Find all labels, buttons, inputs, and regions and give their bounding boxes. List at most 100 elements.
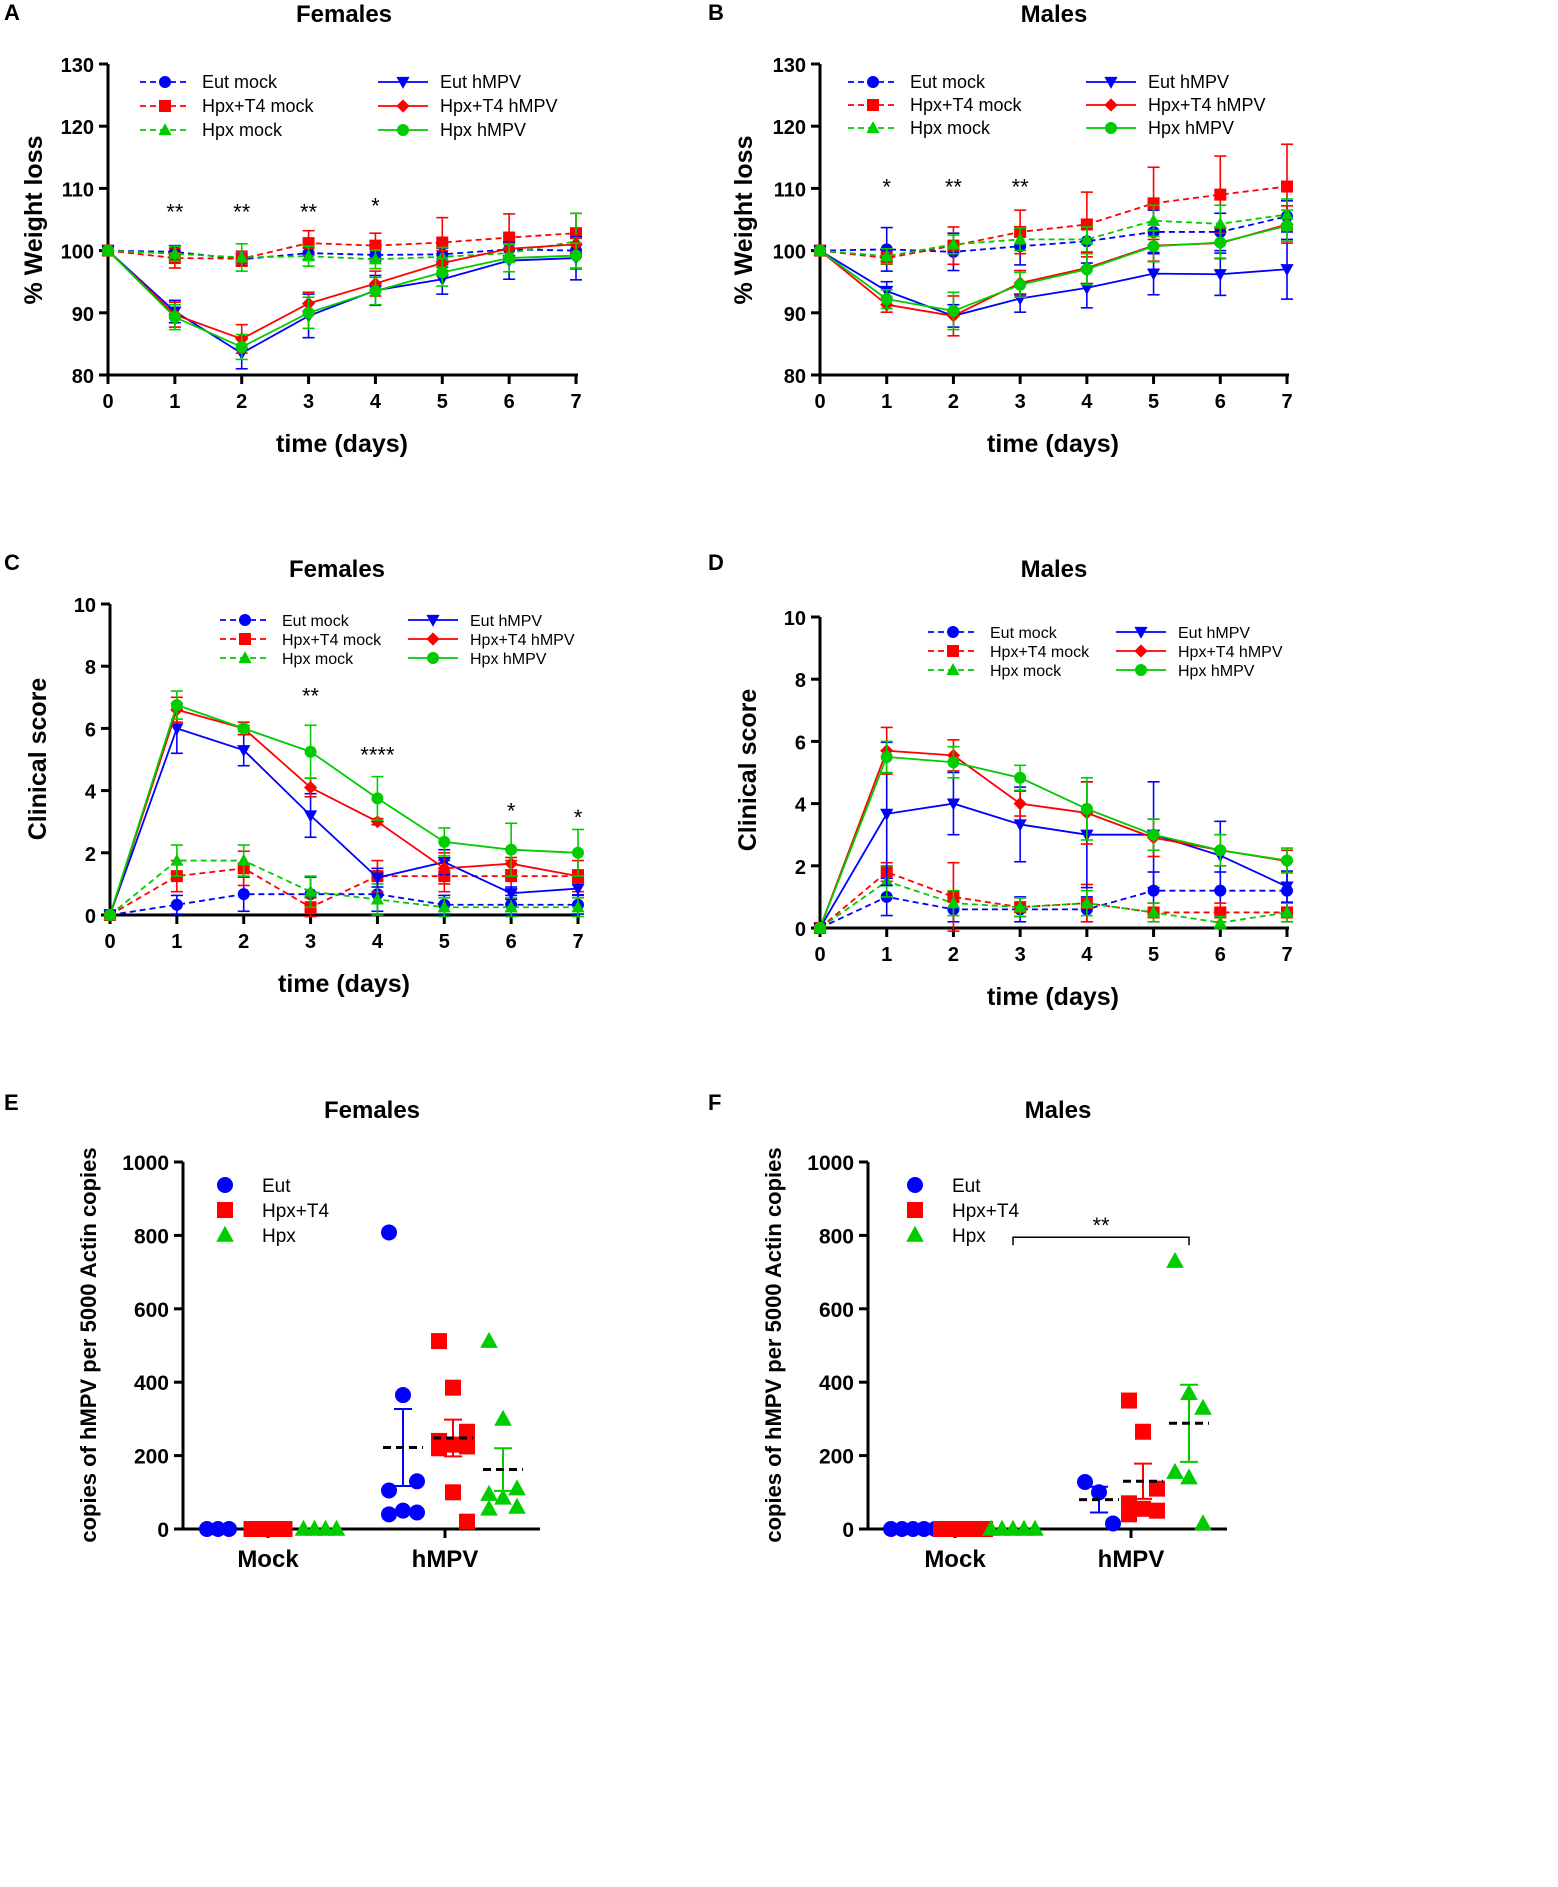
panel-f-legend-marker [907,1177,923,1193]
panel-c-point [571,883,585,896]
panel-d-point [1014,771,1027,784]
panel-b-series-hpx-hmpv [814,209,1293,331]
panel-d-x-tick-label: 5 [1148,944,1159,966]
panel-d-point [946,798,961,811]
panel-b-legend-marker [1104,76,1118,89]
panel-b-significance: ** [1012,175,1030,200]
panel-b-legend-marker [1105,122,1117,134]
panel-e-y-tick-label: 1000 [122,1152,169,1175]
panel-a-point [368,252,383,265]
panel-c-point [370,815,385,829]
panel-c-point [505,843,518,856]
panel-e-copies-females: E Females 0 200 400 600 800 1000 copies of hMPV … [4,1090,540,1573]
panel-d-x-tick-label: 1 [881,944,892,966]
panel-c-series-hpx-hmpv [104,690,584,921]
panel-d-line-eut-mock [819,889,1287,929]
panel-a-legend-label: Eut hMPV [440,72,521,92]
panel-d-line-eut-hmpv [819,802,1288,929]
panel-a-point [168,311,181,324]
panel-e-legend-label: Hpx [262,1226,296,1247]
panel-e-data-point [316,1519,335,1536]
panel-a-y-tick-label: 90 [72,304,94,326]
panel-c-point [572,846,584,859]
panel-a-y-tick-label: 120 [61,117,94,139]
panel-c-legend-marker [239,633,251,645]
panel-a-y-tick-label: 110 [62,179,94,201]
panel-d-y-axis-label: Clinical score [734,689,762,852]
panel-b-y-axis-label: % Weight loss [730,135,758,304]
panel-b-line-eut-hmpv [819,249,1288,317]
panel-c-point [370,872,385,885]
panel-b-point [1014,278,1027,291]
panel-d-point [1281,854,1293,867]
panel-d-point [814,922,826,934]
panel-a-significance: ** [166,200,184,225]
panel-b-point [1080,232,1094,245]
panel-e-data-point [327,1519,346,1536]
panel-e-data-point [459,1423,475,1440]
panel-f-significance: ** [1092,1213,1110,1238]
panel-d-y-tick-label: 10 [784,608,806,630]
panel-e-data-point [431,1333,447,1350]
panel-c-point [303,780,318,795]
panel-d-point [1146,905,1161,918]
panel-e-data-point [480,1499,498,1516]
panel-a-significance: ** [233,200,251,225]
panel-c-legend-label: Eut mock [282,613,350,630]
panel-a-line-hpx-mock [107,240,577,261]
panel-b-x-tick-label: 2 [948,391,959,413]
panel-e-data-point [494,1488,512,1505]
panel-e-title: Females [324,1097,420,1124]
panel-e-data-point [210,1521,226,1537]
panel-b-point [1147,197,1160,210]
panel-d-point [947,756,960,769]
panel-f-data-point [1149,1502,1165,1519]
panel-d-series-hpx-hmpv [814,740,1293,934]
panel-b-point [1214,236,1227,249]
panel-d-legend-label: Hpx hMPV [1178,663,1255,680]
panel-a-point [235,341,248,354]
panel-c-point [237,722,250,735]
panel-d-legend-label: Hpx mock [990,663,1062,680]
panel-c-point [237,888,250,901]
panel-c-x-tick-label: 4 [372,931,384,953]
panel-b-legend-marker [867,99,879,111]
panel-f-data-point [1105,1515,1121,1532]
panel-d-legend-label: Hpx+T4 hMPV [1178,644,1283,661]
panel-b-point [1080,282,1094,295]
panel-d-point [1013,819,1027,832]
panel-b-point [880,249,894,262]
panel-c-point [437,861,451,875]
panel-f-title: Males [1025,1097,1092,1124]
panel-b-legend-label: Hpx+T4 mock [910,95,1023,115]
panel-f-data-point [1180,1468,1198,1485]
panel-a-legend: Eut mock Hpx+T4 mock Hpx mock Eut hMPV Hpx+T… [140,72,558,140]
panel-a-point [369,239,382,252]
panel-f-series-hpx [982,1251,1212,1536]
panel-d-x-tick-label: 3 [1015,944,1026,966]
panel-f-y-tick-label: 200 [819,1446,854,1469]
panel-c-clinical-females: C Females 0 2 4 6 8 10 0 1 2 3 4 5 6 7 time (days) Clinic… [4,550,585,998]
panel-e-x-tick-label: Mock [237,1546,299,1573]
panel-c-x-tick-label: 5 [439,931,450,953]
panel-a-x-tick-label: 5 [437,391,448,413]
panel-c-significance: **** [360,743,395,768]
panel-c-legend-label: Hpx+T4 mock [282,632,382,649]
panel-f-data-point [883,1521,899,1537]
panel-c-point [170,898,183,911]
panel-e-data-point [381,1224,397,1241]
panel-c-y-tick-label: 8 [85,657,96,679]
panel-e-y-tick-label: 800 [134,1225,169,1248]
panel-d-y-tick-label: 8 [795,670,806,692]
panel-e-data-point [459,1438,475,1455]
panel-f-data-point [1166,1251,1184,1268]
panel-e-data-point [480,1331,498,1348]
panel-e-x-tick-label: hMPV [412,1546,479,1573]
panel-d-legend-marker [1134,626,1148,639]
panel-f-legend-marker [906,1225,924,1242]
panel-b-point [880,293,893,306]
panel-c-legend-marker [426,632,440,646]
panel-a-legend-label: Hpx+T4 mock [202,96,315,116]
panel-c-significance: * [507,799,516,824]
panel-b-point [1146,213,1161,226]
